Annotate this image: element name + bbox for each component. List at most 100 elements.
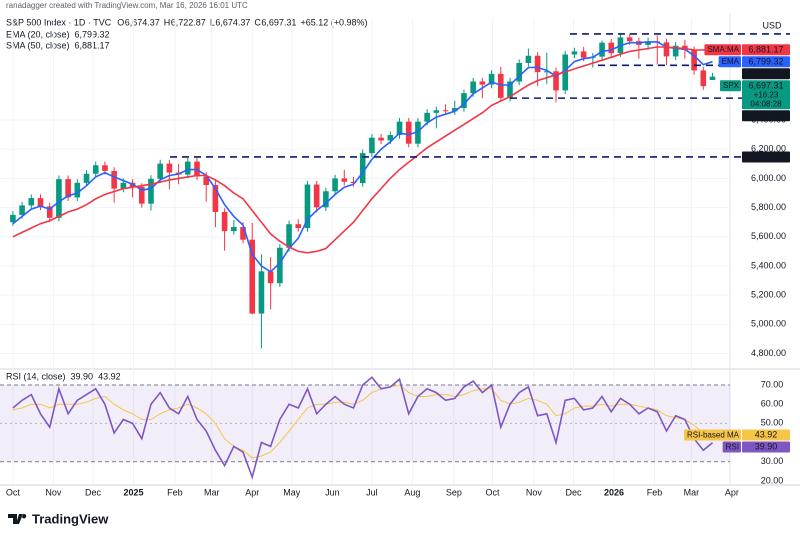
x-tick-label: Mar: [684, 487, 700, 497]
x-tick-label: Mar: [204, 487, 220, 497]
rsi-ma-value: 43.92: [98, 371, 121, 381]
candle-body: [258, 271, 265, 314]
candle-body: [479, 81, 486, 85]
overlay-line: [12, 46, 713, 254]
y-tick-label: 6,200.00: [751, 144, 786, 154]
candle-body: [433, 110, 440, 113]
candle-body: [599, 42, 605, 57]
x-tick-label: May: [283, 487, 301, 497]
x-tick-label: 2025: [123, 487, 143, 497]
candle-body: [10, 214, 16, 223]
candle-body: [359, 153, 366, 184]
ohlc-key: O: [117, 17, 124, 27]
ohlc-key: H: [164, 17, 171, 27]
candle-body: [369, 137, 375, 154]
x-tick-label: Dec: [85, 487, 102, 497]
price-label-box: [742, 151, 790, 163]
candle-body: [415, 121, 421, 144]
candle-body: [304, 184, 311, 229]
candle-body: [277, 247, 283, 284]
candle-body: [203, 176, 210, 185]
y-tick-label: 6,000.00: [751, 173, 786, 183]
x-tick-label: Feb: [167, 487, 183, 497]
price-label-box: [742, 44, 790, 56]
x-tick-label: Apr: [725, 487, 739, 497]
price-label-tag: SPX: [723, 81, 740, 90]
price-label-tag: EMA: [722, 57, 740, 66]
price-label: 6,697.31: [748, 80, 783, 90]
indicator-name: SMA (50, close): [6, 40, 70, 50]
candle-body: [507, 81, 513, 98]
overlay-line: [12, 41, 713, 273]
candle-body: [451, 108, 458, 112]
candle-body: [221, 211, 228, 232]
candle-body: [663, 42, 670, 57]
candle-body: [424, 112, 430, 122]
price-label-tag-box: [718, 56, 741, 68]
ohlc-value: 6,722.87: [171, 17, 206, 27]
price-label-tag-box: [719, 80, 741, 92]
candle-body: [461, 93, 467, 109]
y-tick-label: 5,400.00: [751, 260, 786, 270]
y-tick-label: 5,200.00: [751, 290, 786, 300]
price-label-box: [742, 441, 790, 453]
price-label-sub: 04:08:28: [750, 99, 782, 108]
x-tick-label: Nov: [45, 487, 62, 497]
indicator-value: 6,799.32: [75, 29, 110, 39]
price-label-box: [742, 110, 790, 122]
candle-body: [111, 170, 117, 189]
ohlc-value: 6,697.31: [261, 17, 296, 27]
price-label-tag-box: [722, 441, 741, 453]
brand-logo: [8, 514, 27, 524]
candle-body: [544, 71, 550, 73]
candle-body: [497, 73, 504, 98]
price-label-tag: RSI-based MA: [687, 430, 740, 439]
candle-body: [166, 163, 173, 173]
y-tick-label: 4,800.00: [751, 348, 786, 358]
price-label-tag: SMA:MA: [707, 45, 739, 54]
candle-body: [74, 182, 81, 198]
candle-body: [691, 50, 697, 71]
candle-body: [470, 81, 476, 94]
y-tick-label: 5,000.00: [751, 319, 786, 329]
rsi-tick-label: 20.00: [761, 475, 784, 485]
x-tick-label: Dec: [565, 487, 582, 497]
candle-body: [295, 224, 302, 229]
candle-body: [240, 227, 246, 240]
candle-body: [138, 186, 145, 204]
candle-body: [46, 206, 53, 218]
candle-body: [37, 198, 44, 207]
rsi-line: [12, 376, 714, 480]
y-tick-label: 5,800.00: [751, 202, 786, 212]
candle-body: [488, 73, 495, 85]
price-label: 6,881.17: [748, 44, 783, 54]
candle-body: [83, 173, 90, 183]
candle-body: [700, 70, 707, 87]
price-label-box: [742, 56, 790, 68]
x-tick-label: Oct: [485, 487, 500, 497]
change-value: +65.12 (+0.98%): [300, 17, 367, 27]
candle-body: [157, 163, 163, 179]
x-tick-label: Jun: [325, 487, 340, 497]
candle-body: [645, 41, 651, 45]
candle-body: [286, 224, 292, 248]
candle-body: [534, 55, 541, 73]
candle-body: [553, 71, 559, 91]
candle-body: [323, 191, 329, 208]
candle-body: [56, 179, 62, 218]
candle-body: [267, 271, 274, 284]
indicator-name: EMA (20, close): [6, 29, 70, 39]
candle-body: [212, 184, 219, 212]
candle-body: [378, 137, 384, 141]
candle-body: [313, 184, 320, 208]
ohlc-value: 6,674.37: [215, 17, 250, 27]
candle-body: [231, 227, 237, 232]
price-label: 43.92: [755, 430, 778, 440]
price-label-tag: RSI: [726, 442, 739, 451]
ohlc-value: 6,674.37: [125, 17, 160, 27]
rsi-tick-label: 70.00: [761, 379, 784, 389]
candle-body: [341, 178, 348, 182]
candle-body: [516, 62, 522, 82]
candle-body: [387, 135, 394, 141]
